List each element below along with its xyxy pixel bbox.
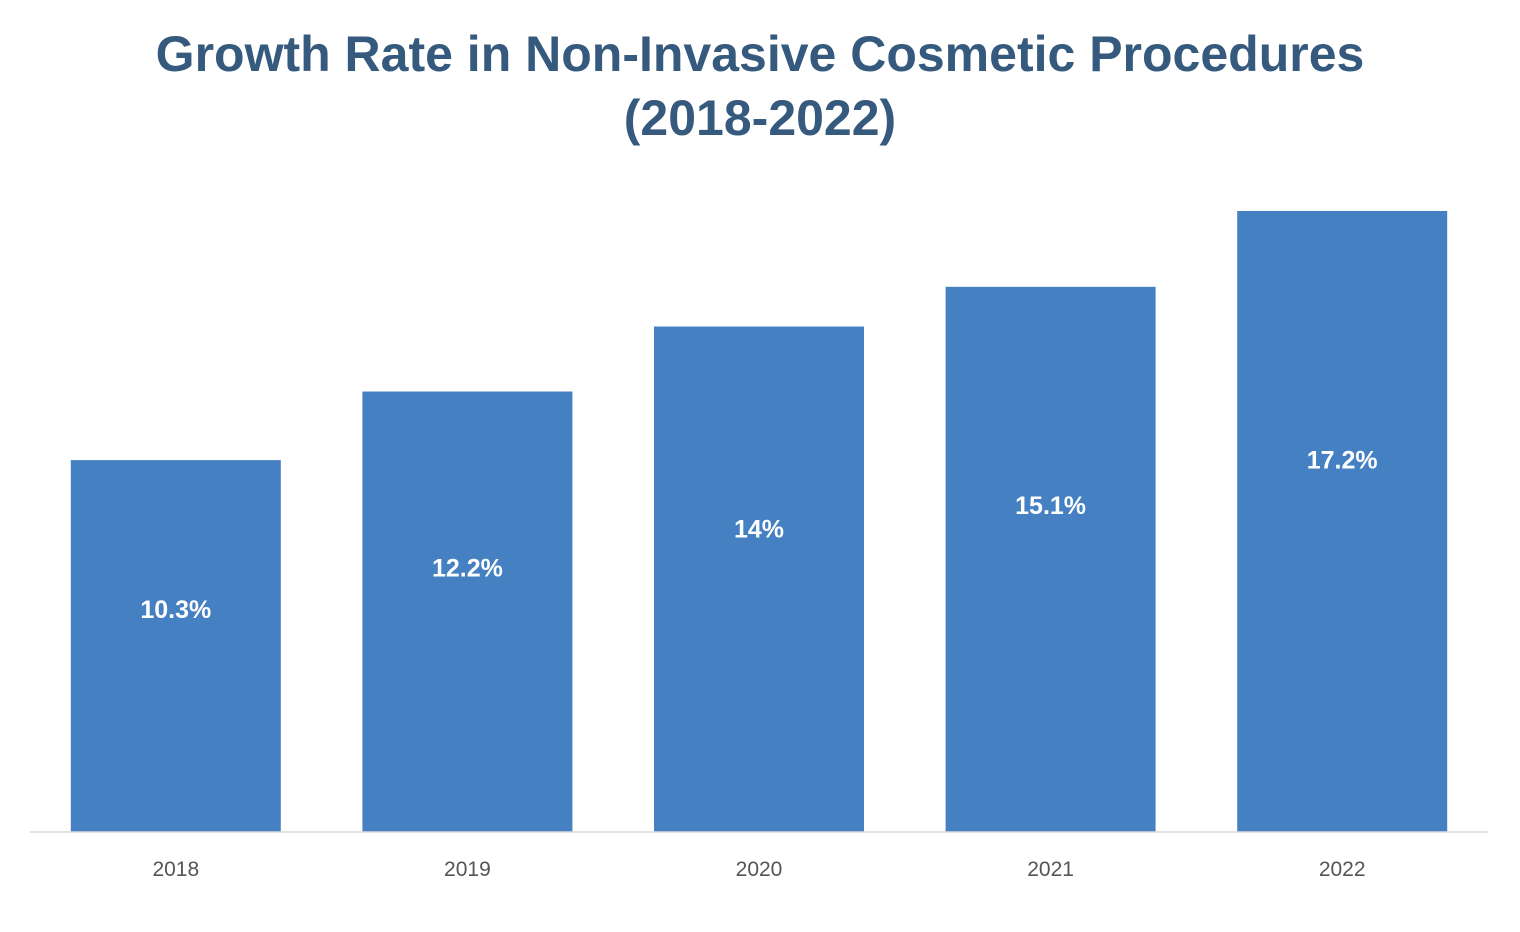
bar-2019: [362, 391, 573, 832]
bar-2022: [1237, 211, 1448, 832]
bars-group: [70, 211, 1448, 832]
chart-title-line-2: (2018-2022): [623, 90, 897, 146]
x-tick-label-2022: 2022: [1319, 858, 1366, 881]
bar-value-label-2020: 14%: [734, 516, 784, 544]
chart-title-line-1: Growth Rate in Non-Invasive Cosmetic Pro…: [155, 26, 1365, 82]
x-tick-label-2021: 2021: [1027, 858, 1074, 881]
bar-2021: [945, 286, 1156, 832]
bar-value-label-2022: 17.2%: [1307, 446, 1378, 474]
bar-value-label-2019: 12.2%: [432, 555, 503, 583]
x-tick-label-2019: 2019: [444, 858, 491, 881]
bar-2018: [70, 460, 281, 832]
bar-value-label-2021: 15.1%: [1015, 492, 1086, 520]
x-tick-label-2018: 2018: [152, 858, 199, 881]
bar-2020: [654, 326, 864, 832]
bar-value-labels: 10.3% 12.2% 14% 15.1% 17.2%: [140, 446, 1377, 623]
x-tick-label-2020: 2020: [736, 858, 783, 881]
chart-title: Growth Rate in Non-Invasive Cosmetic Pro…: [0, 22, 1520, 150]
bar-value-label-2018: 10.3%: [140, 596, 211, 624]
x-axis-tick-labels: 2018 2019 2020 2021 2022: [152, 858, 1365, 881]
